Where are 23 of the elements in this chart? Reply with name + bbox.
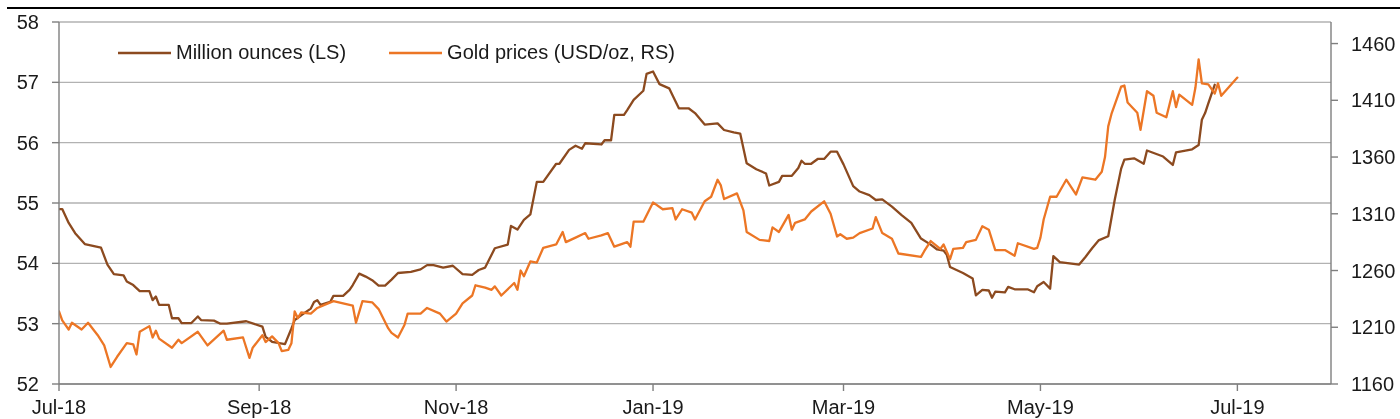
y-tick-label: 55 — [16, 192, 39, 215]
legend-label: Million ounces (LS) — [176, 41, 347, 64]
x-tick-label: May-19 — [1007, 396, 1074, 419]
y2-tick-label: 1310 — [1351, 202, 1396, 225]
y-tick-label: 54 — [16, 252, 39, 275]
y-tick-label: 57 — [16, 71, 39, 94]
y2-tick-label: 1260 — [1351, 259, 1396, 282]
y2-tick-label: 1360 — [1351, 146, 1396, 169]
x-tick-label: Nov-18 — [423, 396, 489, 419]
x-tick-label: Jan-19 — [622, 396, 684, 419]
x-tick-label: Jul-18 — [31, 396, 87, 419]
y-tick-label: 52 — [16, 373, 39, 396]
y2-tick-label: 1460 — [1351, 32, 1396, 55]
y2-tick-label: 1160 — [1351, 373, 1395, 396]
x-tick-label: Mar-19 — [811, 396, 876, 419]
y2-tick-label: 1210 — [1351, 316, 1396, 339]
y-tick-label: 58 — [16, 11, 39, 34]
x-tick-label: Sep-18 — [226, 396, 292, 419]
y-tick-label: 56 — [16, 131, 39, 154]
legend-label: Gold prices (USD/oz, RS) — [447, 41, 675, 64]
y2-tick-label: 1410 — [1351, 89, 1396, 112]
x-tick-label: Jul-19 — [1210, 396, 1265, 419]
y-tick-label: 53 — [16, 312, 39, 335]
